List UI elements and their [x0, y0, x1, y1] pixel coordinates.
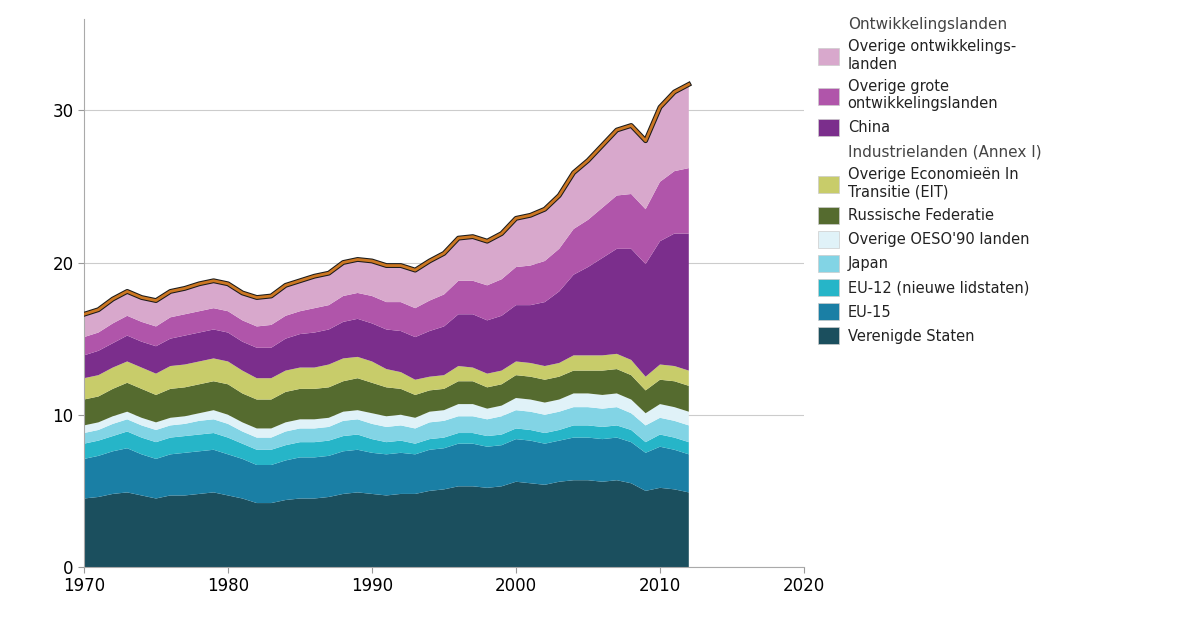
- Legend: Ontwikkelingslanden, Overige ontwikkelings-
landen, Overige grote
ontwikkelingsl: Ontwikkelingslanden, Overige ontwikkelin…: [818, 15, 1042, 344]
